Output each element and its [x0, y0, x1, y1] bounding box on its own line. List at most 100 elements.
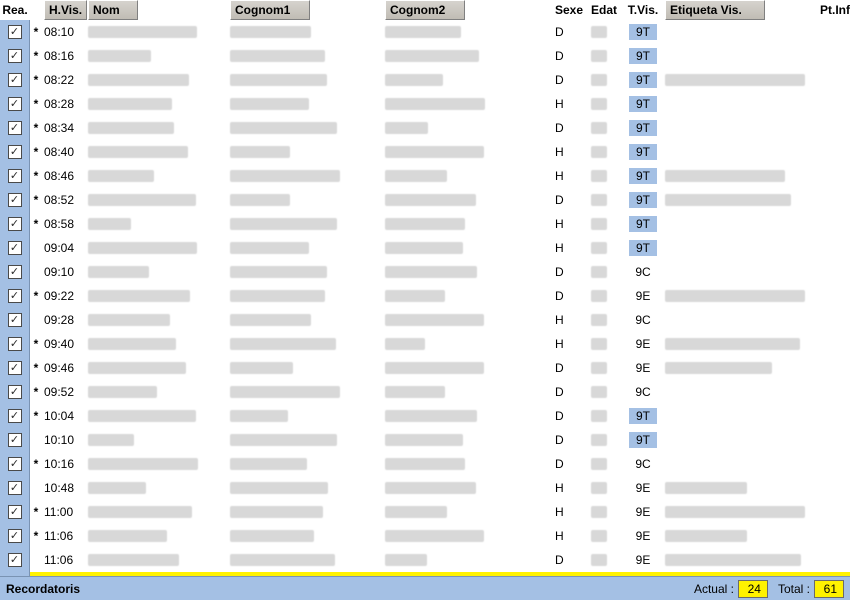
checkbox-rea[interactable]: ✓	[8, 97, 22, 111]
table-row[interactable]: ✓*08:28H9T	[0, 92, 850, 116]
checkbox-rea[interactable]: ✓	[8, 481, 22, 495]
cell-rea[interactable]: ✓	[0, 404, 30, 428]
checkbox-rea[interactable]: ✓	[8, 385, 22, 399]
cell-rea[interactable]: ✓	[0, 476, 30, 500]
checkbox-rea[interactable]: ✓	[8, 145, 22, 159]
cell-rea[interactable]: ✓	[0, 500, 30, 524]
table-row[interactable]: ✓*09:22D9E	[0, 284, 850, 308]
redacted-nom	[88, 386, 157, 398]
cell-rea[interactable]: ✓	[0, 68, 30, 92]
table-row[interactable]: ✓*08:16D9T	[0, 44, 850, 68]
checkbox-rea[interactable]: ✓	[8, 73, 22, 87]
checkbox-rea[interactable]: ✓	[8, 169, 22, 183]
table-row[interactable]: ✓09:10D9C	[0, 260, 850, 284]
cell-rea[interactable]: ✓	[0, 452, 30, 476]
checkbox-rea[interactable]: ✓	[8, 337, 22, 351]
cell-rea[interactable]: ✓	[0, 164, 30, 188]
table-row[interactable]: ✓*08:46H9T	[0, 164, 850, 188]
cell-cognom1	[228, 260, 383, 284]
checkbox-rea[interactable]: ✓	[8, 361, 22, 375]
table-row[interactable]: ✓*08:34D9T	[0, 116, 850, 140]
table-row[interactable]: ✓*09:40H9E	[0, 332, 850, 356]
header-cognom2[interactable]: Cognom2	[383, 0, 553, 20]
cell-cognom1	[228, 212, 383, 236]
redacted-cognom1	[230, 74, 327, 86]
tvis-pill: 9E	[629, 288, 657, 304]
table-row[interactable]: ✓09:28H9C	[0, 308, 850, 332]
cell-nom	[86, 548, 228, 572]
cell-asterisk: *	[30, 284, 42, 308]
footer-recordatoris[interactable]: Recordatoris	[6, 582, 80, 596]
checkbox-rea[interactable]: ✓	[8, 433, 22, 447]
checkbox-rea[interactable]: ✓	[8, 409, 22, 423]
cell-sexe: D	[553, 20, 589, 44]
checkbox-rea[interactable]: ✓	[8, 289, 22, 303]
cell-rea[interactable]: ✓	[0, 524, 30, 548]
table-row[interactable]: ✓11:06D9E	[0, 548, 850, 572]
cell-cognom2	[383, 380, 553, 404]
table-row[interactable]: ✓*09:52D9C	[0, 380, 850, 404]
table-row[interactable]: ✓*08:22D9T	[0, 68, 850, 92]
cell-rea[interactable]: ✓	[0, 140, 30, 164]
cell-rea[interactable]: ✓	[0, 236, 30, 260]
redacted-edat	[591, 506, 607, 518]
checkbox-rea[interactable]: ✓	[8, 553, 22, 567]
checkbox-rea[interactable]: ✓	[8, 265, 22, 279]
cell-rea[interactable]: ✓	[0, 548, 30, 572]
checkbox-rea[interactable]: ✓	[8, 25, 22, 39]
table-row[interactable]: ✓*10:04D9T	[0, 404, 850, 428]
table-row[interactable]: ✓*09:46D9E	[0, 356, 850, 380]
cell-rea[interactable]: ✓	[0, 212, 30, 236]
cell-rea[interactable]: ✓	[0, 308, 30, 332]
redacted-cognom1	[230, 146, 290, 158]
table-row[interactable]: ✓*08:52D9T	[0, 188, 850, 212]
redacted-nom	[88, 26, 197, 38]
checkbox-rea[interactable]: ✓	[8, 529, 22, 543]
table-row[interactable]: ✓*08:58H9T	[0, 212, 850, 236]
table-row[interactable]: ✓10:48H9E	[0, 476, 850, 500]
header-etiqueta[interactable]: Etiqueta Vis.	[663, 0, 818, 20]
table-row[interactable]: ✓*11:06H9E	[0, 524, 850, 548]
header-button-cognom1[interactable]: Cognom1	[230, 0, 310, 20]
cell-rea[interactable]: ✓	[0, 284, 30, 308]
table-row[interactable]: ✓*10:16D9C	[0, 452, 850, 476]
table-row[interactable]: ✓*11:00H9E	[0, 500, 850, 524]
cell-asterisk: *	[30, 44, 42, 68]
table-row[interactable]: ✓09:04H9T	[0, 236, 850, 260]
cell-rea[interactable]: ✓	[0, 20, 30, 44]
cell-rea[interactable]: ✓	[0, 44, 30, 68]
cell-rea[interactable]: ✓	[0, 380, 30, 404]
cell-rea[interactable]: ✓	[0, 260, 30, 284]
header-button-hvis[interactable]: H.Vis.	[44, 0, 87, 20]
checkbox-rea[interactable]: ✓	[8, 505, 22, 519]
header-cognom1[interactable]: Cognom1	[228, 0, 383, 20]
header-button-cognom2[interactable]: Cognom2	[385, 0, 465, 20]
checkbox-rea[interactable]: ✓	[8, 49, 22, 63]
table-row[interactable]: ✓*08:10D9T	[0, 20, 850, 44]
redacted-cognom1	[230, 458, 307, 470]
checkbox-rea[interactable]: ✓	[8, 457, 22, 471]
table-row[interactable]: ✓10:10D9T	[0, 428, 850, 452]
redacted-cognom2	[385, 314, 484, 326]
header-button-etiqueta[interactable]: Etiqueta Vis.	[665, 0, 765, 20]
header-hvis[interactable]: H.Vis.	[42, 0, 86, 20]
redacted-cognom1	[230, 506, 323, 518]
checkbox-rea[interactable]: ✓	[8, 217, 22, 231]
table-row[interactable]: ✓*08:40H9T	[0, 140, 850, 164]
cell-rea[interactable]: ✓	[0, 332, 30, 356]
checkbox-rea[interactable]: ✓	[8, 121, 22, 135]
cell-rea[interactable]: ✓	[0, 428, 30, 452]
cell-rea[interactable]: ✓	[0, 188, 30, 212]
checkbox-rea[interactable]: ✓	[8, 241, 22, 255]
tvis-pill: 9C	[629, 456, 657, 472]
cell-rea[interactable]: ✓	[0, 92, 30, 116]
checkbox-rea[interactable]: ✓	[8, 313, 22, 327]
header-button-nom[interactable]: Nom	[88, 0, 138, 20]
cell-asterisk: *	[30, 524, 42, 548]
cell-edat	[589, 476, 623, 500]
tvis-pill: 9T	[629, 408, 657, 424]
header-nom[interactable]: Nom	[86, 0, 228, 20]
checkbox-rea[interactable]: ✓	[8, 193, 22, 207]
cell-rea[interactable]: ✓	[0, 116, 30, 140]
cell-rea[interactable]: ✓	[0, 356, 30, 380]
